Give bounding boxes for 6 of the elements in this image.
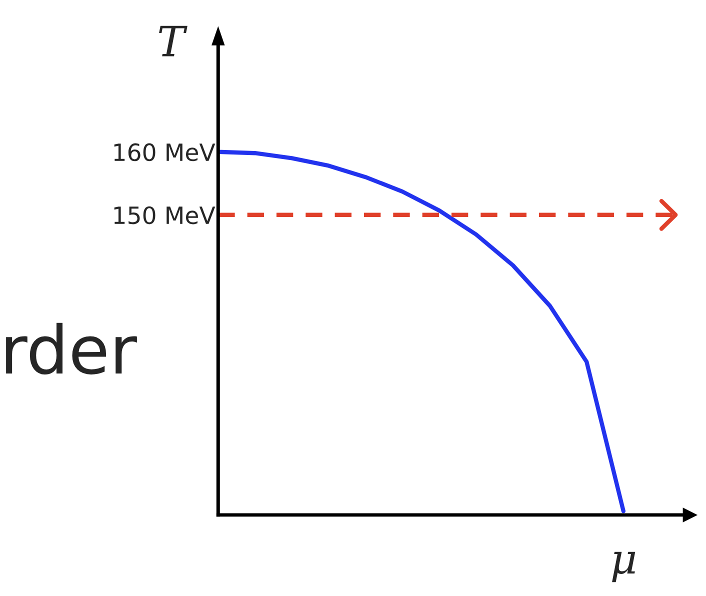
text: rder [6, 322, 137, 374]
y-tick-label: 150 MeV [114, 206, 216, 224]
x-axis-title: μ [612, 552, 636, 582]
y-tick-label: 160 MeV [114, 143, 216, 162]
y-axis-title: T [159, 26, 188, 56]
line-series [218, 150, 626, 514]
